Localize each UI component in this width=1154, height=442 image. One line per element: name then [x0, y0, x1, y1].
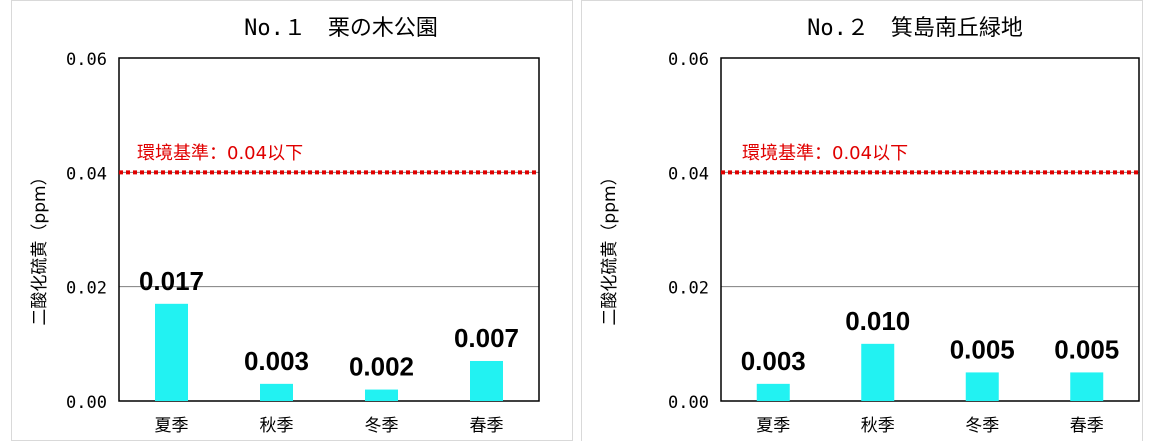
x-tick-label: 夏季	[155, 416, 189, 436]
bar-春季	[470, 360, 503, 401]
bar-夏季	[155, 303, 188, 401]
chart-panel-kurinoki: No.１ 栗の木公園 二酸化硫黄（ppm） 環境基準：0.04以下 0.00 0.…	[11, 0, 573, 441]
data-label: 0.005	[950, 334, 1015, 364]
bar-夏季	[756, 383, 790, 401]
data-label: 0.005	[1054, 334, 1119, 364]
y-tick-label: 0.04	[668, 164, 709, 184]
chart-panel-minoshima: No.２ 箕島南丘緑地 二酸化硫黄（ppm） 環境基準：0.04以下 0.00 0…	[581, 0, 1143, 441]
data-label: 0.002	[349, 352, 414, 382]
data-label: 0.003	[741, 346, 806, 376]
chart-svg-kurinoki: No.１ 栗の木公園 二酸化硫黄（ppm） 環境基準：0.04以下 0.00 0.…	[30, 16, 540, 436]
y-axis-label: 二酸化硫黄（ppm）	[30, 168, 50, 325]
y-tick-label: 0.06	[66, 50, 107, 70]
x-tick-label: 春季	[470, 416, 504, 436]
x-tick-label: 冬季	[365, 416, 399, 436]
threshold-label: 環境基準：0.04以下	[742, 143, 908, 164]
x-tick-label: 秋季	[260, 416, 294, 436]
bar-秋季	[260, 383, 293, 401]
bar-冬季	[965, 372, 999, 401]
chart-title: No.１ 栗の木公園	[244, 16, 438, 41]
data-label: 0.010	[845, 306, 910, 336]
y-tick-label: 0.06	[668, 50, 709, 70]
y-tick-label: 0.02	[66, 279, 107, 299]
y-tick-label: 0.00	[66, 393, 107, 413]
bar-春季	[1070, 372, 1104, 401]
data-label: 0.007	[454, 323, 519, 353]
plot-area-frame	[118, 57, 540, 402]
threshold-label: 環境基準：0.04以下	[137, 143, 303, 164]
plot-area-frame	[720, 57, 1140, 402]
x-tick-label: 春季	[1070, 416, 1104, 436]
y-tick-label: 0.02	[668, 279, 709, 299]
y-axis-label: 二酸化硫黄（ppm）	[600, 168, 620, 325]
chart-title: No.２ 箕島南丘緑地	[807, 16, 1023, 41]
data-label: 0.017	[139, 266, 204, 296]
y-tick-label: 0.04	[66, 164, 107, 184]
x-tick-label: 夏季	[756, 416, 790, 436]
bar-秋季	[861, 343, 895, 401]
x-tick-label: 冬季	[965, 416, 999, 436]
x-tick-label: 秋季	[861, 416, 895, 436]
chart-svg-minoshima: No.２ 箕島南丘緑地 二酸化硫黄（ppm） 環境基準：0.04以下 0.00 0…	[600, 16, 1140, 436]
data-label: 0.003	[244, 346, 309, 376]
bar-冬季	[365, 389, 398, 401]
y-tick-label: 0.00	[668, 393, 709, 413]
